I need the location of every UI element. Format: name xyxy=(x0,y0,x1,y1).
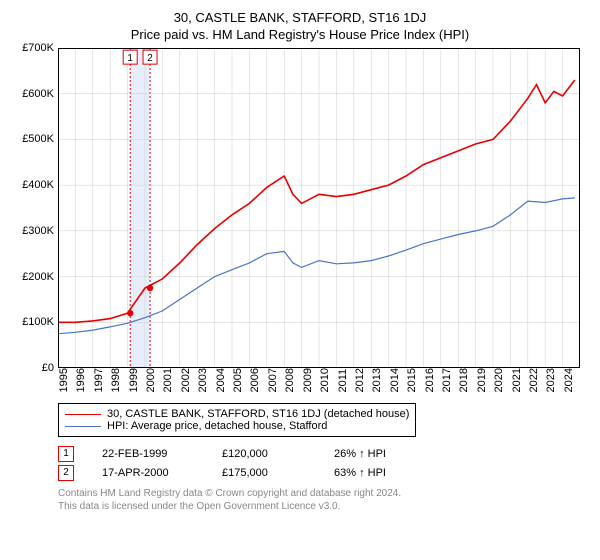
marker-row: 2 17-APR-2000 £175,000 63% ↑ HPI xyxy=(58,465,590,481)
x-tick-label: 2000 xyxy=(145,368,162,395)
x-tick-label: 2008 xyxy=(284,368,301,395)
x-tick-label: 2021 xyxy=(511,368,528,395)
y-tick-label: £600K xyxy=(22,88,58,100)
x-tick-label: 2019 xyxy=(476,368,493,395)
legend-label-0: 30, CASTLE BANK, STAFFORD, ST16 1DJ (det… xyxy=(107,408,409,420)
legend-row-0: 30, CASTLE BANK, STAFFORD, ST16 1DJ (det… xyxy=(65,408,409,420)
x-tick-label: 2016 xyxy=(424,368,441,395)
x-tick-label: 2013 xyxy=(371,368,388,395)
footnote-line1: Contains HM Land Registry data © Crown c… xyxy=(58,487,590,500)
y-tick-label: £0 xyxy=(42,362,58,374)
y-tick-label: £200K xyxy=(22,271,58,283)
marker-date: 22-FEB-1999 xyxy=(102,448,194,460)
x-tick-label: 1998 xyxy=(110,368,127,395)
x-tick-label: 2012 xyxy=(354,368,371,395)
x-axis-labels: 1995199619971998199920002001200220032004… xyxy=(58,368,580,395)
x-tick-label: 2009 xyxy=(302,368,319,395)
x-tick-label: 2020 xyxy=(493,368,510,395)
x-tick-label: 2007 xyxy=(267,368,284,395)
marker-row: 1 22-FEB-1999 £120,000 26% ↑ HPI xyxy=(58,446,590,462)
x-tick-label: 2005 xyxy=(232,368,249,395)
chart-svg: 12 xyxy=(58,48,580,368)
x-tick-label: 2003 xyxy=(197,368,214,395)
x-tick-label: 1996 xyxy=(75,368,92,395)
y-tick-label: £500K xyxy=(22,133,58,145)
chart-title-sub: Price paid vs. HM Land Registry's House … xyxy=(10,27,590,42)
y-tick-label: £300K xyxy=(22,225,58,237)
marker-date: 17-APR-2000 xyxy=(102,467,194,479)
marker-pct: 26% ↑ HPI xyxy=(334,448,386,460)
x-tick-label: 2002 xyxy=(180,368,197,395)
y-tick-label: £700K xyxy=(22,42,58,54)
legend-line-1 xyxy=(65,426,101,427)
x-tick-label: 2023 xyxy=(545,368,562,395)
marker-number-box: 2 xyxy=(58,465,74,481)
x-tick-label: 1995 xyxy=(58,368,75,395)
marker-table: 1 22-FEB-1999 £120,000 26% ↑ HPI 2 17-AP… xyxy=(58,446,590,481)
x-tick-label: 2004 xyxy=(215,368,232,395)
legend-row-1: HPI: Average price, detached house, Staf… xyxy=(65,420,409,432)
svg-text:1: 1 xyxy=(127,53,133,64)
marker-price: £120,000 xyxy=(222,448,306,460)
svg-text:2: 2 xyxy=(147,53,153,64)
x-tick-label: 2017 xyxy=(441,368,458,395)
x-tick-label: 2010 xyxy=(319,368,336,395)
x-tick-label: 2018 xyxy=(458,368,475,395)
x-tick-label: 1997 xyxy=(93,368,110,395)
x-tick-label: 2015 xyxy=(406,368,423,395)
x-tick-label: 2024 xyxy=(563,368,580,395)
chart-container: £0£100K£200K£300K£400K£500K£600K£700K 12 xyxy=(10,48,590,368)
x-tick-label: 2022 xyxy=(528,368,545,395)
legend-label-1: HPI: Average price, detached house, Staf… xyxy=(107,420,327,432)
y-tick-label: £100K xyxy=(22,316,58,328)
y-tick-label: £400K xyxy=(22,179,58,191)
legend-line-0 xyxy=(65,414,101,416)
x-tick-label: 2014 xyxy=(389,368,406,395)
x-tick-label: 2001 xyxy=(162,368,179,395)
chart-title-main: 30, CASTLE BANK, STAFFORD, ST16 1DJ xyxy=(10,10,590,25)
footnote: Contains HM Land Registry data © Crown c… xyxy=(58,487,590,513)
marker-number-box: 1 xyxy=(58,446,74,462)
legend: 30, CASTLE BANK, STAFFORD, ST16 1DJ (det… xyxy=(58,403,416,437)
marker-pct: 63% ↑ HPI xyxy=(334,467,386,479)
x-tick-label: 1999 xyxy=(128,368,145,395)
x-tick-label: 2006 xyxy=(249,368,266,395)
marker-price: £175,000 xyxy=(222,467,306,479)
footnote-line2: This data is licensed under the Open Gov… xyxy=(58,500,590,513)
x-tick-label: 2011 xyxy=(337,368,354,395)
